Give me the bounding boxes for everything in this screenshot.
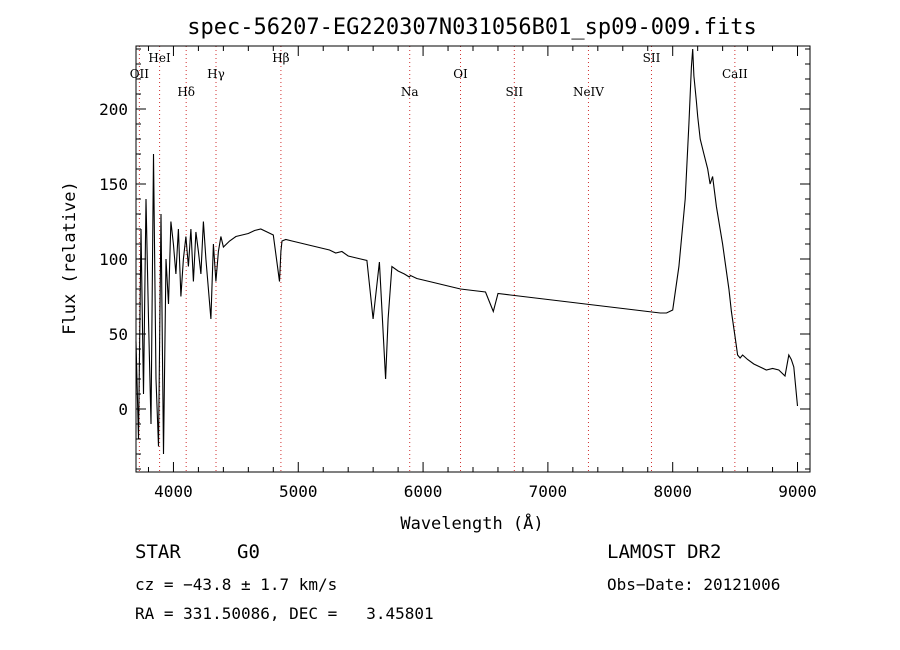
x-tick-label: 8000 (653, 482, 692, 501)
x-tick-label: 5000 (279, 482, 318, 501)
line-marker-label: Hβ (272, 51, 289, 65)
x-tick-label: 4000 (154, 482, 193, 501)
line-marker-label: OII (130, 67, 150, 81)
line-marker-label: SII (643, 51, 661, 65)
spectrum-series (135, 48, 799, 455)
line-marker-label: NeIV (573, 85, 604, 99)
line-marker-label: CaII (722, 67, 748, 81)
y-tick-label: 150 (99, 175, 128, 194)
chart-title: spec-56207-EG220307N031056B01_sp09-009.f… (187, 15, 757, 40)
line-marker-labels: OII HeI Hδ Hγ Hβ Na OI SII NeIV SII CaII (130, 51, 748, 99)
line-marker-label: Hγ (207, 67, 225, 81)
y-tick-label: 50 (109, 325, 128, 344)
line-marker-label: SII (505, 85, 523, 99)
object-subclass: G0 (237, 541, 260, 563)
spectrum-line (135, 48, 799, 455)
observation-date: Obs−Date: 20121006 (607, 575, 781, 594)
plot-frame (135, 45, 811, 473)
line-marker-label: Hδ (177, 85, 195, 99)
ra-dec-coordinates: RA = 331.50086, DEC = 3.45801 (135, 604, 434, 623)
line-marker-label: Na (401, 85, 419, 99)
spectrum-chart: 4000 5000 6000 7000 8000 9000 0 50 100 150 200 OII… (60, 15, 817, 534)
axes: 4000 5000 6000 7000 8000 9000 0 50 100 150 200 (99, 46, 817, 501)
y-tick-label: 0 (118, 400, 128, 419)
y-tick-label: 200 (99, 100, 128, 119)
line-marker-lines (138, 46, 736, 472)
x-tick-label: 9000 (778, 482, 817, 501)
y-tick-label: 100 (99, 250, 128, 269)
y-axis-label: Flux (relative) (60, 181, 80, 335)
x-tick-label: 6000 (404, 482, 443, 501)
survey-name: LAMOST DR2 (607, 541, 722, 563)
x-tick-label: 7000 (529, 482, 568, 501)
x-axis-label: Wavelength (Å) (400, 512, 543, 534)
line-marker-label: OI (453, 67, 468, 81)
object-type: STAR (135, 541, 181, 563)
redshift-cz: cz = −43.8 ± 1.7 km/s (135, 575, 338, 594)
line-marker-label: HeI (148, 51, 171, 65)
